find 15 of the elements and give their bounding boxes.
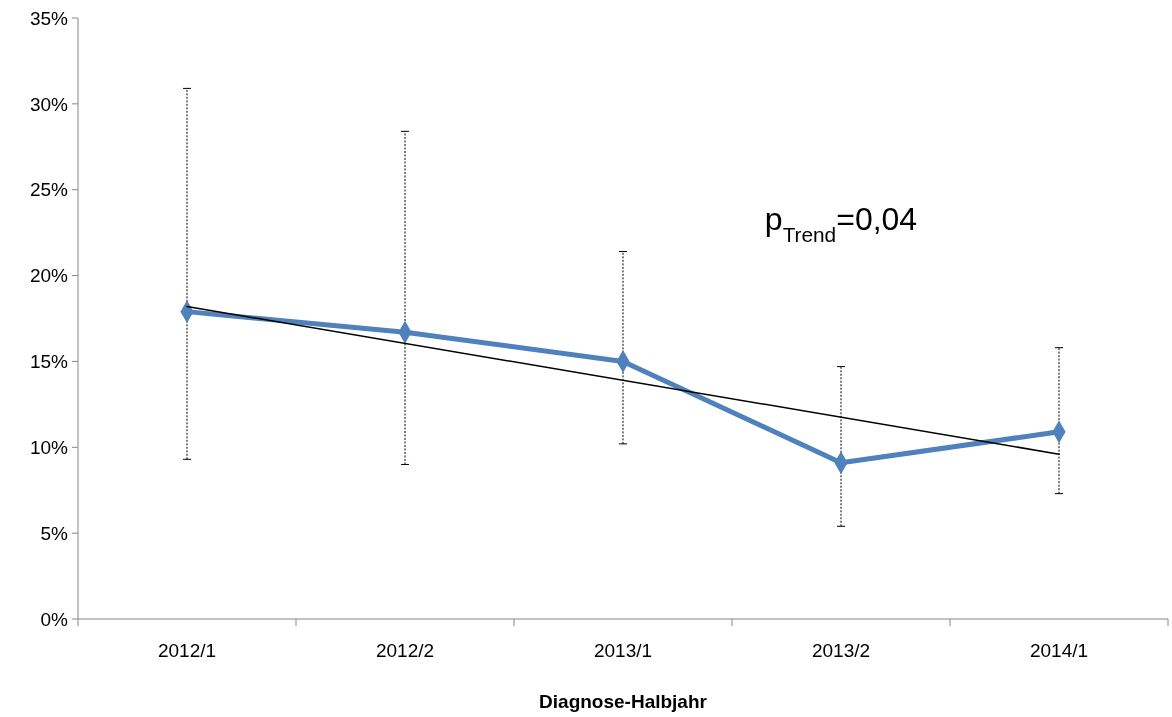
annotation: p$_{Trend}$=0,04	[764, 201, 918, 246]
y-tick-label: 25%	[29, 179, 69, 201]
y-tick-label: 15%	[29, 351, 69, 373]
y-tick-label: 0%	[40, 608, 69, 630]
x-tick-label: 2014/1	[1029, 640, 1089, 661]
x-tick-label: 2012/2	[375, 640, 435, 661]
x-axis-title: Diagnose-Halbjahr	[539, 691, 708, 712]
y-tick-label: 35%	[29, 7, 69, 29]
y-tick-label: 10%	[29, 436, 69, 458]
x-tick-label: 2013/2	[811, 640, 871, 661]
y-tick-label: 5%	[40, 522, 69, 544]
y-tick-label: 20%	[29, 265, 69, 287]
x-tick-label: 2013/1	[593, 640, 653, 661]
y-tick-label: 30%	[29, 93, 69, 115]
x-tick-label: 2012/1	[157, 640, 217, 661]
